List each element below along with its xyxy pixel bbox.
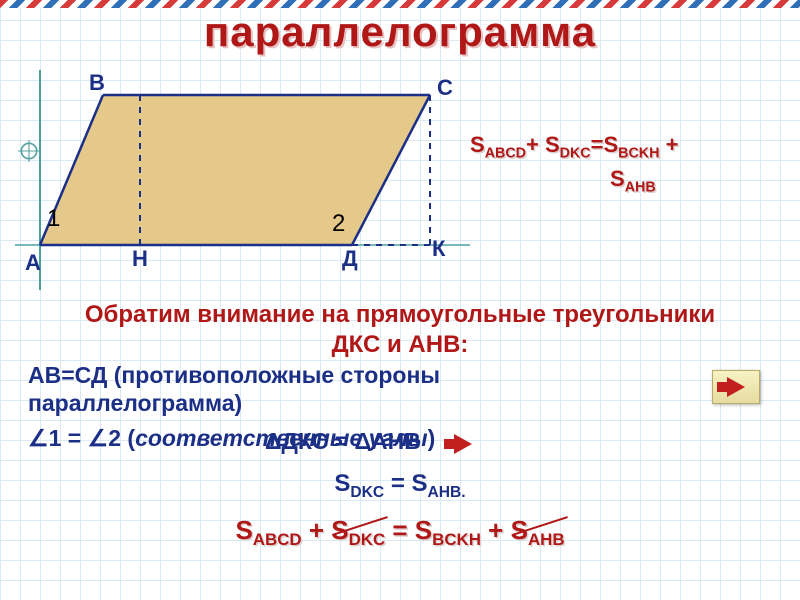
equation-top-right: SABCD+ SDKC=SBCKH + SAHB	[470, 130, 780, 197]
final-equation: SABCD + SDKC = SBCKH + SAHB	[0, 515, 800, 550]
arrow-right-icon	[727, 377, 745, 397]
attention-line: Обратим внимание на прямоугольные треуго…	[60, 300, 740, 360]
prop-sides-line: АВ=СД (противоположные стороны параллело…	[28, 362, 588, 417]
vertex-label-D: Д	[342, 246, 358, 272]
angle-label-1: 1	[47, 205, 60, 233]
vertex-label-C: С	[437, 75, 453, 101]
vertex-label-K: К	[432, 236, 445, 262]
triangles-eq-overlap: ΔДКС = ΔАНВ	[265, 428, 421, 455]
s-dkc-eq-ahb: SDKC = SAHB.	[0, 470, 800, 502]
next-arrow-button[interactable]	[712, 370, 760, 404]
vertex-label-B: В	[89, 70, 105, 96]
vertex-label-H: Н	[132, 246, 148, 272]
cursor-icon	[18, 140, 40, 162]
vertex-label-A: А	[25, 250, 41, 276]
arrow-icon-inline	[440, 428, 486, 460]
angle-label-2: 2	[332, 210, 345, 238]
